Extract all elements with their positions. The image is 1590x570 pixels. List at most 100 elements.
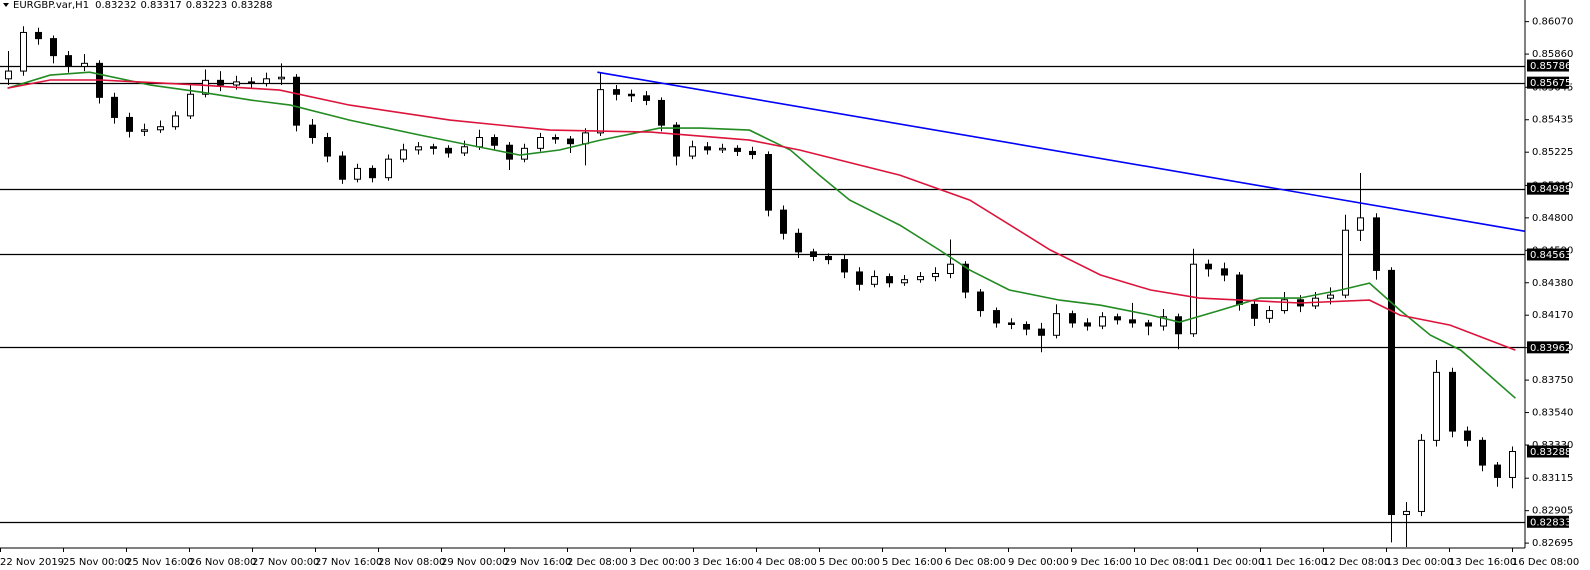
candle-body — [35, 31, 42, 40]
x-tick-label: 2 Dec 08:00 — [567, 557, 628, 568]
candle-body — [658, 99, 665, 126]
candle-body — [825, 255, 832, 261]
candle-body — [1266, 310, 1273, 319]
candle-body — [1373, 217, 1380, 271]
candle-body — [369, 167, 376, 179]
level-label: 0.82833 — [1530, 517, 1571, 528]
candle-body — [1388, 269, 1395, 516]
trendline — [597, 71, 1525, 232]
candle-body — [126, 116, 133, 132]
candle-body — [1221, 268, 1228, 276]
y-tick-label: 0.83540 — [1532, 408, 1573, 419]
level-label-box — [1527, 341, 1569, 354]
moving-average — [7, 71, 1516, 399]
candle-body — [202, 79, 209, 95]
y-tick-label: 0.85225 — [1532, 147, 1573, 158]
x-tick-label: 28 Nov 08:00 — [378, 557, 445, 568]
candle-body — [932, 272, 939, 278]
x-tick-label: 27 Nov 16:00 — [315, 557, 382, 568]
y-tick-label: 0.84800 — [1532, 213, 1573, 224]
menu-arrow[interactable] — [3, 3, 9, 7]
candle-body — [400, 149, 407, 160]
x-tick-label: 25 Nov 16:00 — [126, 557, 193, 568]
x-tick-label: 3 Dec 00:00 — [630, 557, 691, 568]
candle-body — [962, 263, 969, 293]
candle-body — [749, 150, 756, 156]
candle-body — [65, 55, 72, 67]
candle-body — [20, 31, 27, 72]
candle-body — [871, 276, 878, 285]
x-tick-label: 3 Dec 16:00 — [693, 557, 754, 568]
candle-body — [1175, 316, 1182, 335]
candle-body — [1479, 439, 1486, 466]
last-price-label: 0.83288 — [1530, 447, 1571, 458]
candle-body — [415, 146, 422, 151]
candle-body — [886, 276, 893, 284]
candle-body — [141, 129, 148, 132]
high: 0.83317 — [140, 0, 181, 11]
x-tick-label: 11 Dec 00:00 — [1197, 557, 1264, 568]
candle-body — [1023, 323, 1030, 330]
last-price-label-box — [1527, 445, 1569, 458]
candle-body — [628, 93, 635, 97]
candle-body — [734, 147, 741, 152]
candle-body — [81, 62, 88, 67]
x-tick-label: 29 Nov 16:00 — [504, 557, 571, 568]
candle-body — [1464, 430, 1471, 441]
candle-body — [780, 209, 787, 234]
candle-body — [445, 147, 452, 154]
candle-body — [354, 167, 361, 180]
x-tick-label: 12 Dec 08:00 — [1323, 557, 1390, 568]
x-tick-label: 13 Dec 16:00 — [1449, 557, 1516, 568]
candle-body — [111, 96, 118, 118]
x-tick-label: 22 Nov 2019 — [0, 557, 64, 568]
candle-body — [993, 310, 1000, 324]
x-tick-label: 10 Dec 08:00 — [1134, 557, 1201, 568]
candle-body — [1205, 263, 1212, 270]
y-tick-label: 0.83750 — [1532, 375, 1573, 386]
level-label-box — [1527, 59, 1569, 72]
x-tick-label: 4 Dec 08:00 — [756, 557, 817, 568]
candle-body — [1494, 464, 1501, 478]
candle-body — [552, 137, 559, 140]
candle-body — [278, 76, 285, 80]
candle-body — [1114, 316, 1121, 321]
candle-body — [643, 95, 650, 101]
candle-body — [841, 259, 848, 273]
candle-body — [1418, 439, 1425, 512]
level-label-box — [1527, 248, 1569, 261]
candle-body — [613, 89, 620, 95]
x-tick-label: 16 Dec 08:00 — [1512, 557, 1579, 568]
y-tick-label: 0.84380 — [1532, 278, 1573, 289]
candle-body — [567, 138, 574, 145]
candle-body — [385, 158, 392, 179]
y-tick-label: 0.85435 — [1532, 115, 1573, 126]
candle-body — [1433, 371, 1440, 441]
level-label: 0.83962 — [1530, 343, 1571, 354]
candle-body — [1403, 510, 1410, 516]
x-tick-label: 5 Dec 00:00 — [819, 557, 880, 568]
candle-body — [947, 263, 954, 274]
candle-body — [430, 146, 437, 149]
moving-average — [7, 79, 1516, 351]
level-label: 0.84563 — [1530, 250, 1571, 261]
candle-body — [1145, 322, 1152, 327]
x-tick-label: 25 Nov 00:00 — [63, 557, 130, 568]
candle-body — [1099, 316, 1106, 327]
level-label: 0.84989 — [1530, 184, 1571, 195]
x-tick-label: 13 Dec 00:00 — [1386, 557, 1453, 568]
close: 0.83288 — [231, 0, 272, 11]
candle-body — [810, 251, 817, 257]
candle-body — [461, 146, 468, 154]
candle-body — [157, 126, 164, 131]
candle-body — [172, 115, 179, 128]
candle-body — [1327, 294, 1334, 299]
level-label: 0.85786 — [1530, 61, 1571, 72]
y-tick-label: 0.83115 — [1532, 473, 1573, 484]
candle-body — [309, 124, 316, 139]
level-label-box — [1527, 515, 1569, 528]
candle-body — [491, 137, 498, 146]
